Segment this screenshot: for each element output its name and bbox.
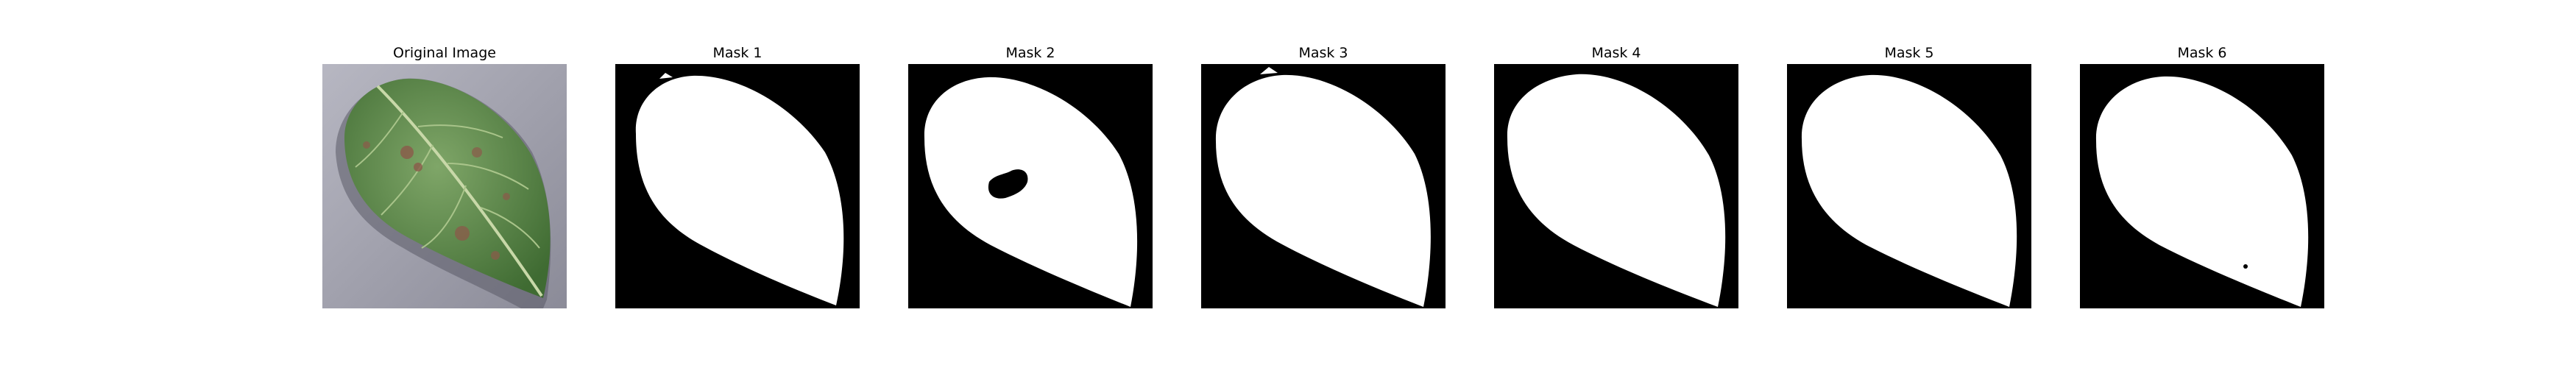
mask-2-image: [908, 64, 1153, 308]
panel-title: Mask 2: [1005, 45, 1055, 61]
mask-5-image: [1787, 64, 2031, 308]
panel-mask-5: Mask 5: [1787, 43, 2031, 308]
panel-mask-3: Mask 3: [1201, 43, 1446, 308]
panel-title: Mask 1: [712, 45, 762, 61]
leaf-mask-shape: [1801, 74, 2017, 307]
panel-title: Original Image: [393, 45, 496, 61]
panel-title: Mask 3: [1298, 45, 1348, 61]
mask-6-image: [2080, 64, 2324, 308]
leaf-mask-shape: [2095, 76, 2309, 308]
panel-mask-6: Mask 6: [2080, 43, 2324, 308]
mask-4-image: [1494, 64, 1738, 308]
leaf-mask-shape: [1507, 74, 1726, 308]
panel-title: Mask 5: [1884, 45, 1934, 61]
panel-mask-4: Mask 4: [1494, 43, 1738, 308]
leaf-mask-shape: [924, 77, 1138, 307]
leaf-mask-shape: [1215, 67, 1431, 307]
leaf-mask-shape: [635, 73, 844, 305]
panel-original-image: Original Image: [322, 43, 567, 308]
panel-mask-1: Mask 1: [615, 43, 860, 308]
mask-1-image: [615, 64, 860, 308]
panel-title: Mask 4: [1591, 45, 1641, 61]
panel-mask-2: Mask 2: [908, 43, 1153, 308]
original-image-frame: [322, 64, 567, 308]
leaf-photo-image: [322, 64, 567, 308]
mask-3-image: [1201, 64, 1446, 308]
panel-title: Mask 6: [2177, 45, 2227, 61]
